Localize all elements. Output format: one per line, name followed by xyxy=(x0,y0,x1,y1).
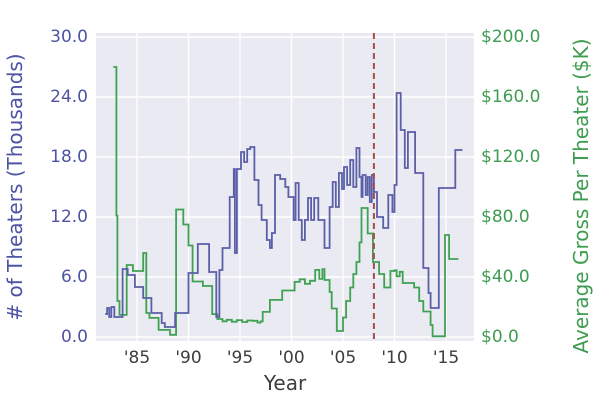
left-y-tick-label: 0.0 xyxy=(60,327,88,347)
x-tick-label: '95 xyxy=(226,348,254,368)
right-axis-title: Average Gross Per Theater ($K) xyxy=(569,38,593,354)
x-tick-label: '90 xyxy=(175,348,202,368)
left-y-tick-label: 12.0 xyxy=(50,207,88,227)
right-y-tick-label: $0.0 xyxy=(481,327,519,347)
x-axis-title: Year xyxy=(263,371,307,395)
x-tick-label: '05 xyxy=(329,348,357,368)
gross-per-theater-series-line xyxy=(113,66,459,338)
left-y-tick-label: 30.0 xyxy=(50,27,88,47)
left-axis-title: # of Theaters (Thousands) xyxy=(3,53,27,321)
right-y-tick-label: $160.0 xyxy=(481,87,541,107)
x-tick-label: '15 xyxy=(432,348,460,368)
right-y-tick-label: $200.0 xyxy=(481,27,541,47)
x-tick-label: '00 xyxy=(278,348,305,368)
left-y-tick-label: 6.0 xyxy=(60,267,88,287)
theaters-series-line xyxy=(105,92,463,328)
left-y-tick-label: 18.0 xyxy=(50,147,88,167)
x-tick-label: '10 xyxy=(381,348,408,368)
x-tick-label: '85 xyxy=(123,348,151,368)
left-y-tick-label: 24.0 xyxy=(50,87,88,107)
right-y-tick-label: $80.0 xyxy=(481,207,530,227)
right-y-tick-label: $40.0 xyxy=(481,267,530,287)
right-y-tick-label: $120.0 xyxy=(481,147,541,167)
